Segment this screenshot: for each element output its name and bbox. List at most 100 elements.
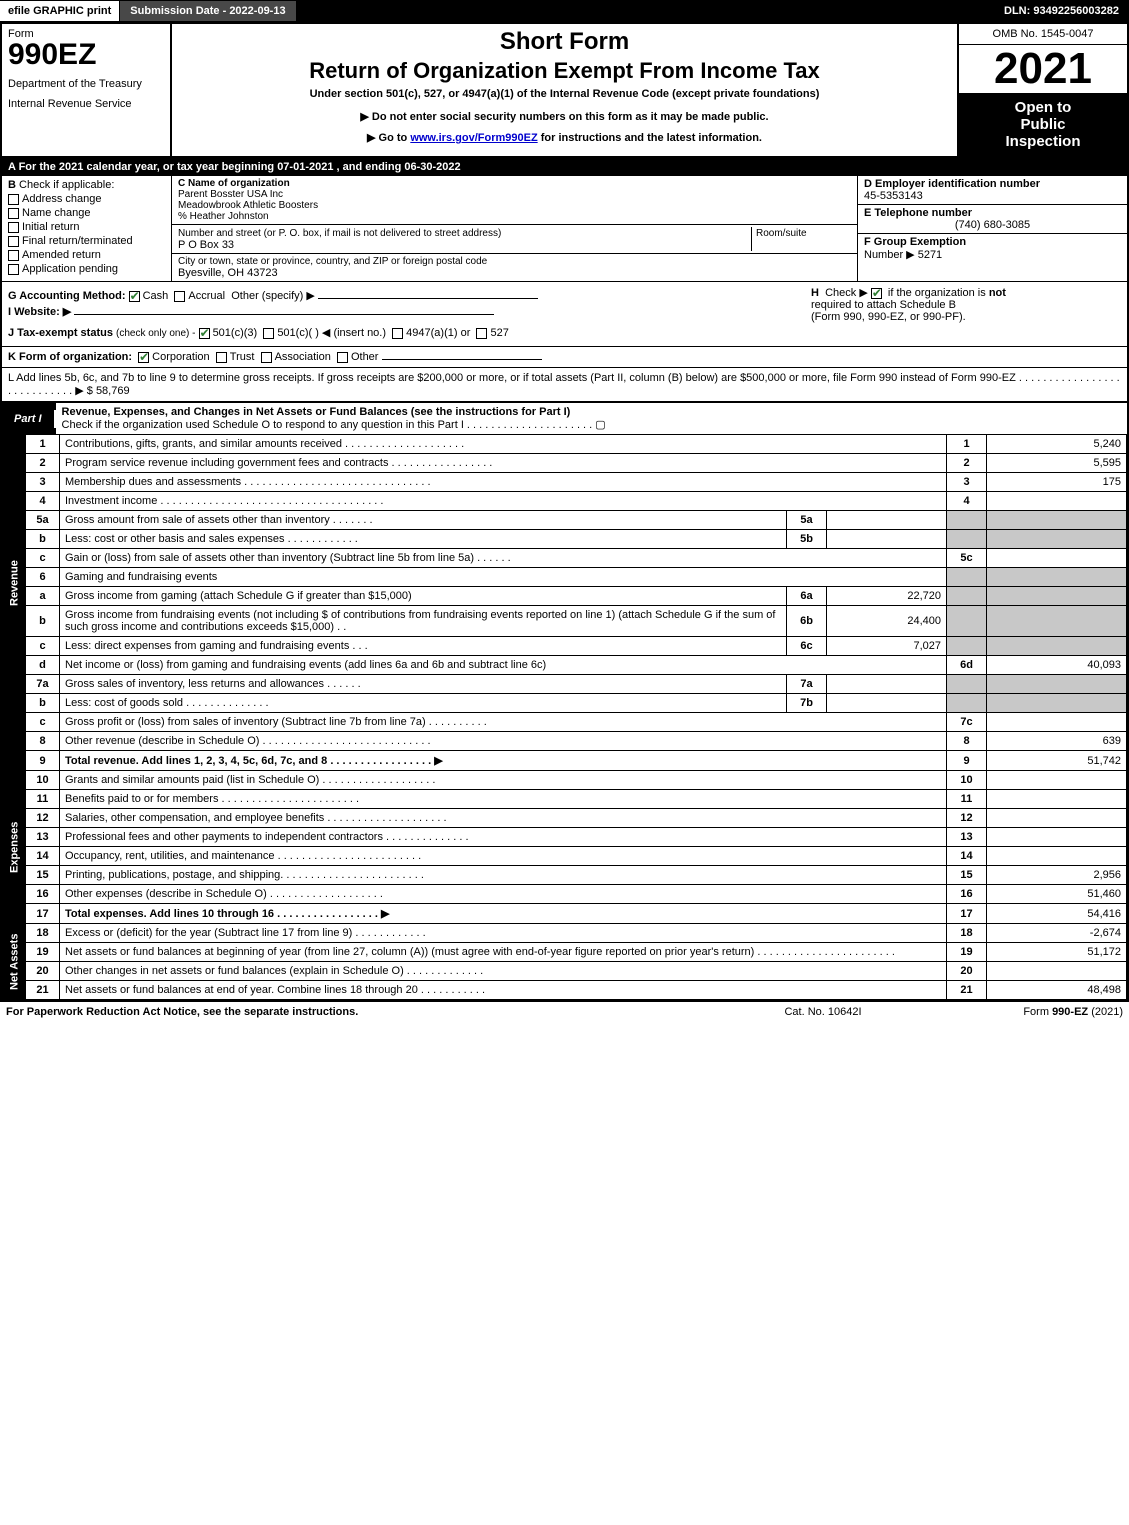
- checkbox-accrual-icon[interactable]: [174, 291, 185, 302]
- row-subval: [827, 511, 947, 530]
- city-value: Byesville, OH 43723: [178, 267, 851, 279]
- checkbox-icon[interactable]: [8, 222, 19, 233]
- line-21: 21 Net assets or fund balances at end of…: [3, 981, 1127, 1000]
- checkbox-icon[interactable]: [8, 236, 19, 247]
- row-lineno: 4: [947, 492, 987, 511]
- row-lineno: 6d: [947, 656, 987, 675]
- row-text: Contributions, gifts, grants, and simila…: [60, 435, 947, 454]
- tax-year: 2021: [959, 45, 1127, 93]
- row-num: 14: [26, 847, 60, 866]
- row-num: 10: [26, 771, 60, 790]
- header-middle: Short Form Return of Organization Exempt…: [172, 24, 957, 156]
- b-check-label: Check if applicable:: [19, 179, 114, 191]
- row-num: 13: [26, 828, 60, 847]
- row-lineno: 8: [947, 732, 987, 751]
- row-num: 16: [26, 885, 60, 904]
- section-e: E Telephone number (740) 680-3085: [858, 205, 1127, 234]
- row-num: 6: [26, 568, 60, 587]
- row-num: b: [26, 606, 60, 637]
- row-text: Total revenue. Add lines 1, 2, 3, 4, 5c,…: [60, 751, 947, 771]
- row-num: 4: [26, 492, 60, 511]
- row-text: Excess or (deficit) for the year (Subtra…: [60, 924, 947, 943]
- form-container: Form 990EZ Department of the Treasury In…: [0, 22, 1129, 1002]
- row-amount: 639: [987, 732, 1127, 751]
- form-header: Form 990EZ Department of the Treasury In…: [2, 24, 1127, 158]
- checkbox-icon[interactable]: [8, 250, 19, 261]
- line-10: Expenses 10 Grants and similar amounts p…: [3, 771, 1127, 790]
- goto-pre: ▶ Go to: [367, 132, 410, 144]
- c-addr-row: Number and street (or P. O. box, if mail…: [172, 225, 857, 254]
- row-lineno: 17: [947, 904, 987, 924]
- row-lineno: 10: [947, 771, 987, 790]
- row-text: Other revenue (describe in Schedule O) .…: [60, 732, 947, 751]
- row-amount: 54,416: [987, 904, 1127, 924]
- line-7c: c Gross profit or (loss) from sales of i…: [3, 713, 1127, 732]
- row-amount: 2,956: [987, 866, 1127, 885]
- line-17: 17 Total expenses. Add lines 10 through …: [3, 904, 1127, 924]
- line-6b: b Gross income from fundraising events (…: [3, 606, 1127, 637]
- row-sub: 7a: [787, 675, 827, 694]
- footer-left: For Paperwork Reduction Act Notice, see …: [6, 1006, 723, 1018]
- row-lineno: 3: [947, 473, 987, 492]
- checkbox-assoc-icon[interactable]: [261, 352, 272, 363]
- row-text: Professional fees and other payments to …: [60, 828, 947, 847]
- checkbox-corp-icon[interactable]: [138, 352, 149, 363]
- short-form-title: Short Form: [178, 28, 951, 56]
- k-o1: Corporation: [152, 351, 209, 363]
- revenue-sidelabel: Revenue: [3, 435, 26, 732]
- checkbox-501c3-icon[interactable]: [199, 328, 210, 339]
- row-num: 8: [26, 732, 60, 751]
- checkbox-527-icon[interactable]: [476, 328, 487, 339]
- line-13: 13 Professional fees and other payments …: [3, 828, 1127, 847]
- row-num: c: [26, 549, 60, 568]
- dln: DLN: 93492256003282: [994, 1, 1129, 21]
- care-of: % Heather Johnston: [178, 211, 851, 222]
- row-text: Net income or (loss) from gaming and fun…: [60, 656, 947, 675]
- goto-post: for instructions and the latest informat…: [538, 132, 762, 144]
- row-num: 7a: [26, 675, 60, 694]
- row-lineno: 1: [947, 435, 987, 454]
- row-amount: [987, 568, 1127, 587]
- row-amount: [987, 549, 1127, 568]
- line-8: 8 Other revenue (describe in Schedule O)…: [3, 732, 1127, 751]
- checkbox-cash-icon[interactable]: [129, 291, 140, 302]
- checkbox-h-icon[interactable]: [871, 288, 882, 299]
- line-5c: c Gain or (loss) from sale of assets oth…: [3, 549, 1127, 568]
- h-txt1: Check ▶: [825, 287, 868, 299]
- opt-label: Final return/terminated: [22, 235, 133, 247]
- dept-treasury: Department of the Treasury: [8, 78, 164, 90]
- checkbox-icon[interactable]: [8, 194, 19, 205]
- checkbox-501c-icon[interactable]: [263, 328, 274, 339]
- row-lineno: 14: [947, 847, 987, 866]
- checkbox-icon[interactable]: [8, 264, 19, 275]
- section-a: A For the 2021 calendar year, or tax yea…: [2, 158, 1127, 176]
- footer-r-bold: 990-EZ: [1052, 1006, 1088, 1018]
- line-4: 4 Investment income . . . . . . . . . . …: [3, 492, 1127, 511]
- dept-irs: Internal Revenue Service: [8, 98, 164, 110]
- section-d: D Employer identification number 45-5353…: [858, 176, 1127, 205]
- line-9: 9 Total revenue. Add lines 1, 2, 3, 4, 5…: [3, 751, 1127, 771]
- checkbox-other-icon[interactable]: [337, 352, 348, 363]
- section-i: I Website: ▶: [8, 305, 811, 318]
- row-sub: 6b: [787, 606, 827, 637]
- row-text: Less: direct expenses from gaming and fu…: [60, 637, 787, 656]
- row-text: Gross amount from sale of assets other t…: [60, 511, 787, 530]
- row-subval: 24,400: [827, 606, 947, 637]
- row-subval: 7,027: [827, 637, 947, 656]
- goto-link[interactable]: www.irs.gov/Form990EZ: [410, 132, 537, 144]
- row-amount: [987, 606, 1127, 637]
- section-bcdef: B Check if applicable: Address change Na…: [2, 176, 1127, 282]
- row-amount: [987, 771, 1127, 790]
- row-lineno: [947, 568, 987, 587]
- row-num: c: [26, 637, 60, 656]
- efile-print-button[interactable]: efile GRAPHIC print: [0, 1, 119, 21]
- k-o4: Other: [351, 351, 379, 363]
- part-1-tab: Part I: [2, 410, 56, 428]
- city-label: City or town, state or province, country…: [178, 256, 851, 267]
- do-not-enter: ▶ Do not enter social security numbers o…: [178, 110, 951, 123]
- section-gh: G Accounting Method: Cash Accrual Other …: [8, 286, 1121, 323]
- opt-label: Amended return: [22, 249, 101, 261]
- checkbox-trust-icon[interactable]: [216, 352, 227, 363]
- checkbox-icon[interactable]: [8, 208, 19, 219]
- checkbox-4947-icon[interactable]: [392, 328, 403, 339]
